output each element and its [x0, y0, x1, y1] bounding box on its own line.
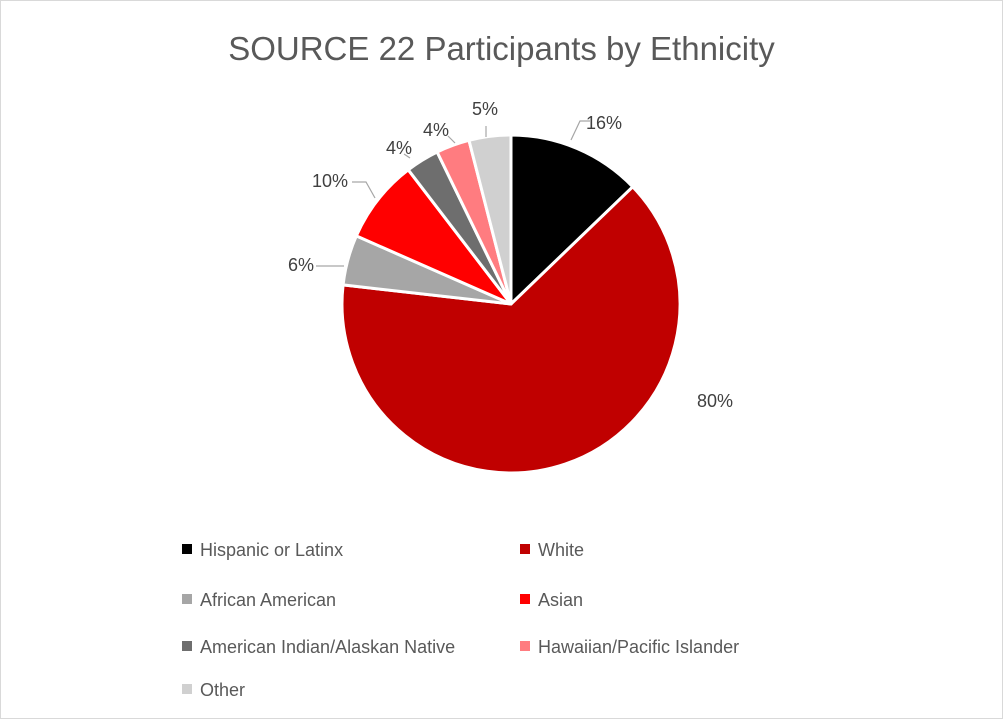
data-label-other: 5% — [472, 99, 498, 119]
data-label-hispanic-or-latinx: 16% — [586, 113, 622, 133]
data-label-american-indian-alaskan-native: 4% — [386, 138, 412, 158]
legend-swatch — [520, 641, 530, 652]
legend-swatch — [520, 594, 530, 605]
data-label-asian: 10% — [312, 171, 348, 191]
legend-swatch — [182, 684, 192, 695]
chart-title: SOURCE 22 Participants by Ethnicity — [228, 30, 775, 67]
pie-slice-hispanic-or-latinx — [509, 133, 635, 306]
pie-slice-white — [340, 185, 682, 475]
leader-line-asian — [352, 181, 376, 199]
legend-swatch — [182, 594, 192, 605]
legend-item-hispanic-or-latinx: Hispanic or Latinx — [182, 540, 343, 561]
leader-line-hawaiian-pacific-islander — [447, 135, 456, 144]
legend-item-other: Other — [182, 680, 245, 701]
leader-line-hispanic-or-latinx — [570, 120, 590, 141]
pie-slice-other — [467, 133, 513, 306]
legend-swatch — [182, 641, 192, 652]
legend-item-hawaiian-pacific-islander: Hawaiian/Pacific Islander — [520, 637, 739, 658]
data-label-white: 80% — [697, 391, 733, 411]
legend-item-american-indian-alaskan-native: American Indian/Alaskan Native — [182, 637, 455, 658]
legend-item-african-american: African American — [182, 590, 336, 611]
leader-line-american-indian-alaskan-native — [403, 153, 411, 159]
data-label-hawaiian-pacific-islander: 4% — [423, 120, 449, 140]
legend-swatch — [520, 544, 530, 555]
data-label-african-american: 6% — [288, 255, 314, 275]
legend-item-asian: Asian — [520, 590, 583, 611]
legend-swatch — [182, 544, 192, 555]
legend-item-white: White — [520, 540, 584, 561]
